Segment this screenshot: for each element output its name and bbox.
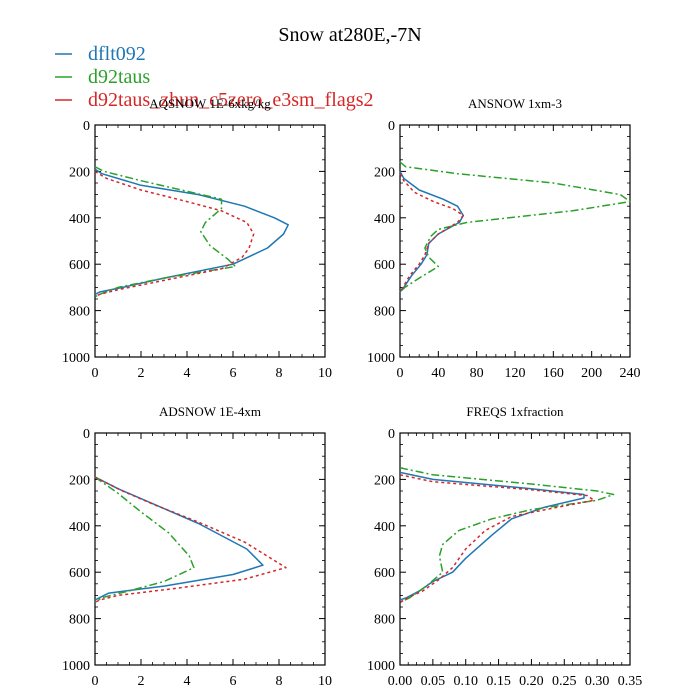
y-tick-label: 200 [69,165,90,180]
x-tick-label: 0.20 [519,674,544,689]
series-line-d92taus [399,161,631,293]
series-line-d92taus [399,467,615,604]
y-tick-label: 600 [69,258,90,273]
y-tick-label: 1000 [62,351,90,366]
panel-title: AQSNOW 1E-6xkg/kg [149,96,271,111]
plot-frame [399,432,631,666]
y-tick-label: 400 [69,212,90,227]
x-tick-label: 10 [318,674,332,689]
x-tick-label: 8 [276,674,283,689]
figure-title: Snow at280E,-7N [278,24,421,46]
y-tick-label: 1000 [367,351,395,366]
x-tick-label: 10 [318,366,332,381]
y-tick-label: 800 [69,305,90,320]
x-tick-label: 4 [184,674,191,689]
x-tick-label: 0.05 [421,674,446,689]
legend-label: d92taus [88,66,150,88]
y-tick-label: 1000 [62,659,90,674]
plot-frame [94,124,326,358]
series-line-dflt092 [399,471,585,601]
x-tick-label: 0.00 [388,674,413,689]
y-tick-label: 400 [374,520,395,535]
x-tick-label: 80 [470,366,484,381]
y-tick-label: 800 [374,613,395,628]
series-line-dflt092 [94,168,289,296]
x-tick-label: 2 [138,366,145,381]
panel-title: FREQS 1xfraction [466,404,564,419]
x-tick-label: 0.15 [486,674,511,689]
series-line-d92taus [94,166,237,298]
x-tick-label: 120 [505,366,526,381]
y-tick-label: 0 [388,119,395,134]
y-tick-label: 400 [374,212,395,227]
x-tick-label: 160 [543,366,564,381]
series-line-d92taus [94,476,195,604]
y-tick-label: 1000 [367,659,395,674]
x-tick-label: 6 [230,674,237,689]
x-tick-label: 0 [397,366,404,381]
series-line-dflt092 [94,476,264,601]
y-tick-label: 600 [374,566,395,581]
series-line-d92taus_zhun_c5zero_e3sm_flags2 [94,170,255,298]
x-tick-label: 0.30 [585,674,610,689]
series-line-dflt092 [399,171,465,293]
panel-title: ADSNOW 1E-4xm [159,404,261,419]
x-tick-label: 6 [230,366,237,381]
plot-frame [94,432,326,666]
plot-frame [399,124,631,358]
x-tick-label: 0 [92,366,99,381]
x-tick-label: 0.35 [618,674,643,689]
legend-label: d92taus_zhun_c5zero_e3sm_flags2 [88,89,373,111]
x-tick-label: 2 [138,674,145,689]
series-line-d92taus_zhun_c5zero_e3sm_flags2 [399,173,465,293]
x-tick-label: 0.25 [552,674,577,689]
legend: dflt092d92tausd92taus_zhun_c5zero_e3sm_f… [55,43,373,111]
y-tick-label: 800 [69,613,90,628]
x-tick-label: 4 [184,366,191,381]
x-tick-label: 240 [620,366,641,381]
y-tick-label: 200 [69,473,90,488]
x-tick-label: 40 [431,366,445,381]
x-tick-label: 8 [276,366,283,381]
x-tick-label: 0 [92,674,99,689]
panel-title: ANSNOW 1xm-3 [468,96,562,111]
legend-label: dflt092 [88,43,146,65]
y-tick-label: 600 [69,566,90,581]
series-line-d92taus_zhun_c5zero_e3sm_flags2 [94,476,287,604]
y-tick-label: 200 [374,473,395,488]
x-tick-label: 0.10 [453,674,478,689]
x-tick-label: 200 [581,366,602,381]
y-tick-label: 400 [69,520,90,535]
series-line-d92taus_zhun_c5zero_e3sm_flags2 [399,474,595,604]
y-tick-label: 0 [83,427,90,442]
y-tick-label: 600 [374,258,395,273]
y-tick-label: 800 [374,305,395,320]
y-tick-label: 0 [388,427,395,442]
y-tick-label: 0 [83,119,90,134]
y-tick-label: 200 [374,165,395,180]
